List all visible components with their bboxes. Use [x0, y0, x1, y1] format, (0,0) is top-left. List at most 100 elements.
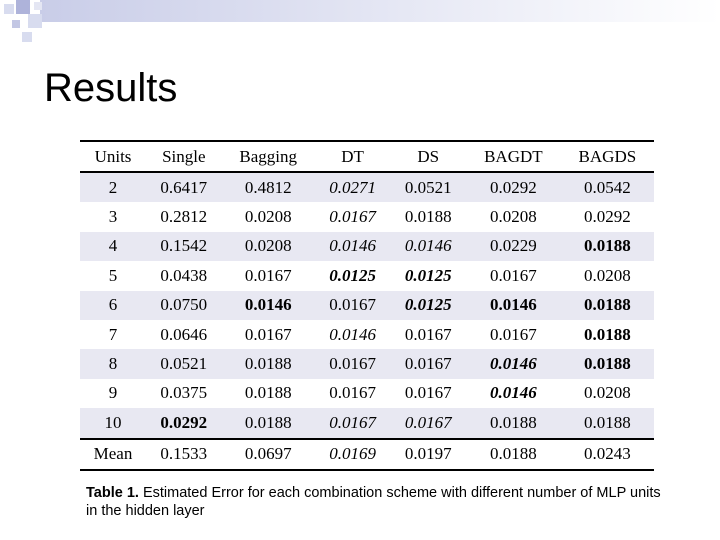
- table-cell: 0.0188: [560, 231, 654, 262]
- table-cell: 0.0146: [221, 290, 315, 320]
- row-label-cell: 4: [80, 231, 146, 262]
- table-cell: 0.0146: [466, 290, 561, 320]
- table-cell: 0.1533: [160, 444, 208, 464]
- table-cell: 0.0125: [404, 265, 452, 285]
- header-cell: Single: [162, 146, 206, 166]
- table-cell: 0.0167: [390, 408, 467, 439]
- row-label-cell: 10: [80, 408, 146, 439]
- table-cell: 0.0750: [146, 290, 222, 320]
- table-cell: 0.0646: [160, 324, 208, 344]
- table-cell: 0.0188: [221, 349, 315, 379]
- table-cell: 0.0167: [404, 324, 452, 344]
- deco-square: [28, 14, 42, 28]
- table-cell: 0.0167: [314, 290, 391, 320]
- table-cell: 0.0292: [466, 172, 561, 203]
- table-cell: 0.0169: [329, 444, 376, 464]
- table-cell: 0.0125: [390, 290, 467, 320]
- deco-square: [4, 4, 14, 14]
- deco-square: [12, 20, 20, 28]
- table-cell: 0.0208: [583, 383, 631, 403]
- table-cell: 0.0167: [329, 207, 376, 227]
- header-cell: DT: [341, 146, 364, 166]
- results-table: Units Single Bagging DT DS BAGDT BAGDS 2…: [80, 140, 654, 471]
- table-row: 9 0.0375 0.0188 0.0167 0.0167 0.0146 0.0208: [80, 379, 654, 408]
- table-cell: 0.0146: [466, 349, 561, 379]
- table-header-row: Units Single Bagging DT DS BAGDT BAGDS: [80, 141, 654, 172]
- table-cell: 0.0208: [221, 231, 315, 262]
- header-gradient-bar: [40, 0, 720, 22]
- table-row: Mean 0.1533 0.0697 0.0169 0.0197 0.0188 0.0243: [80, 438, 654, 470]
- table-cell: 0.0197: [404, 444, 452, 464]
- table-cell: 0.0188: [404, 207, 452, 227]
- table-cell: 0.0542: [560, 172, 654, 203]
- deco-square: [16, 0, 30, 14]
- table-cell: 0.0292: [146, 408, 222, 439]
- table-cell: 0.0146: [490, 383, 537, 403]
- table-cell: 0.0167: [490, 265, 537, 285]
- table-body: 2 0.6417 0.4812 0.0271 0.0521 0.0292 0.0542 3 0.…: [80, 172, 654, 470]
- table-cell: 0.2812: [160, 207, 208, 227]
- table-cell: 0.0208: [583, 265, 631, 285]
- table-caption: Table 1. Estimated Error for each combin…: [86, 484, 666, 520]
- header-cell: BAGDT: [484, 146, 543, 166]
- row-label-cell: Mean: [93, 444, 133, 464]
- table-row: 5 0.0438 0.0167 0.0125 0.0125 0.0167 0.0208: [80, 261, 654, 290]
- table-row: 3 0.2812 0.0208 0.0167 0.0188 0.0208 0.0292: [80, 202, 654, 231]
- table-cell: 0.0188: [583, 324, 631, 344]
- table-cell: 0.0697: [244, 444, 292, 464]
- table-cell: 0.0188: [490, 444, 537, 464]
- table-cell: 0.0521: [390, 172, 467, 203]
- table-cell: 0.1542: [146, 231, 222, 262]
- row-label-cell: 8: [80, 349, 146, 379]
- table-cell: 0.0271: [314, 172, 391, 203]
- table-cell: 0.0188: [560, 349, 654, 379]
- table-row: 2 0.6417 0.4812 0.0271 0.0521 0.0292 0.0542: [80, 172, 654, 203]
- header-decoration: [4, 0, 720, 42]
- table-cell: 0.0188: [560, 408, 654, 439]
- row-label-cell: 3: [108, 207, 118, 227]
- row-label-cell: 6: [80, 290, 146, 320]
- table-row: 7 0.0646 0.0167 0.0146 0.0167 0.0167 0.0188: [80, 320, 654, 349]
- table-cell: 0.0208: [490, 207, 537, 227]
- header-cell: Bagging: [239, 146, 297, 166]
- table-cell: 0.6417: [146, 172, 222, 203]
- table-cell: 0.0125: [329, 265, 376, 285]
- caption-text: Estimated Error for each combination sch…: [86, 485, 661, 519]
- row-label-cell: 9: [108, 383, 118, 403]
- table-cell: 0.0188: [244, 383, 292, 403]
- table-cell: 0.0438: [160, 265, 208, 285]
- table-cell: 0.0188: [560, 290, 654, 320]
- slide-title: Results: [44, 66, 178, 110]
- caption-label: Table 1.: [86, 485, 139, 501]
- table-cell: 0.0188: [466, 408, 561, 439]
- deco-square: [34, 2, 42, 10]
- table-cell: 0.0167: [404, 383, 452, 403]
- table-cell: 0.4812: [221, 172, 315, 203]
- table-cell: 0.0146: [314, 231, 391, 262]
- table-cell: 0.0167: [244, 324, 292, 344]
- table-cell: 0.0167: [314, 408, 391, 439]
- table-cell: 0.0188: [221, 408, 315, 439]
- table-row: 4 0.1542 0.0208 0.0146 0.0146 0.0229 0.0188: [80, 231, 654, 262]
- table-cell: 0.0375: [160, 383, 208, 403]
- table-row: 6 0.0750 0.0146 0.0167 0.0125 0.0146 0.0188: [80, 290, 654, 320]
- header-cell: Units: [94, 146, 132, 166]
- table-cell: 0.0292: [583, 207, 631, 227]
- table-cell: 0.0208: [244, 207, 292, 227]
- table-cell: 0.0229: [466, 231, 561, 262]
- row-label-cell: 7: [108, 324, 118, 344]
- table-cell: 0.0243: [583, 444, 631, 464]
- row-label-cell: 5: [108, 265, 118, 285]
- table-cell: 0.0167: [329, 383, 376, 403]
- table-cell: 0.0167: [490, 324, 537, 344]
- table-cell: 0.0167: [390, 349, 467, 379]
- table-cell: 0.0167: [244, 265, 292, 285]
- deco-square: [22, 32, 32, 42]
- table-cell: 0.0167: [314, 349, 391, 379]
- table-cell: 0.0521: [146, 349, 222, 379]
- table-cell: 0.0146: [390, 231, 467, 262]
- table-cell: 0.0146: [329, 324, 376, 344]
- header-cell: BAGDS: [578, 146, 637, 166]
- table-row: 8 0.0521 0.0188 0.0167 0.0167 0.0146 0.0188: [80, 349, 654, 379]
- header-cell: DS: [417, 146, 440, 166]
